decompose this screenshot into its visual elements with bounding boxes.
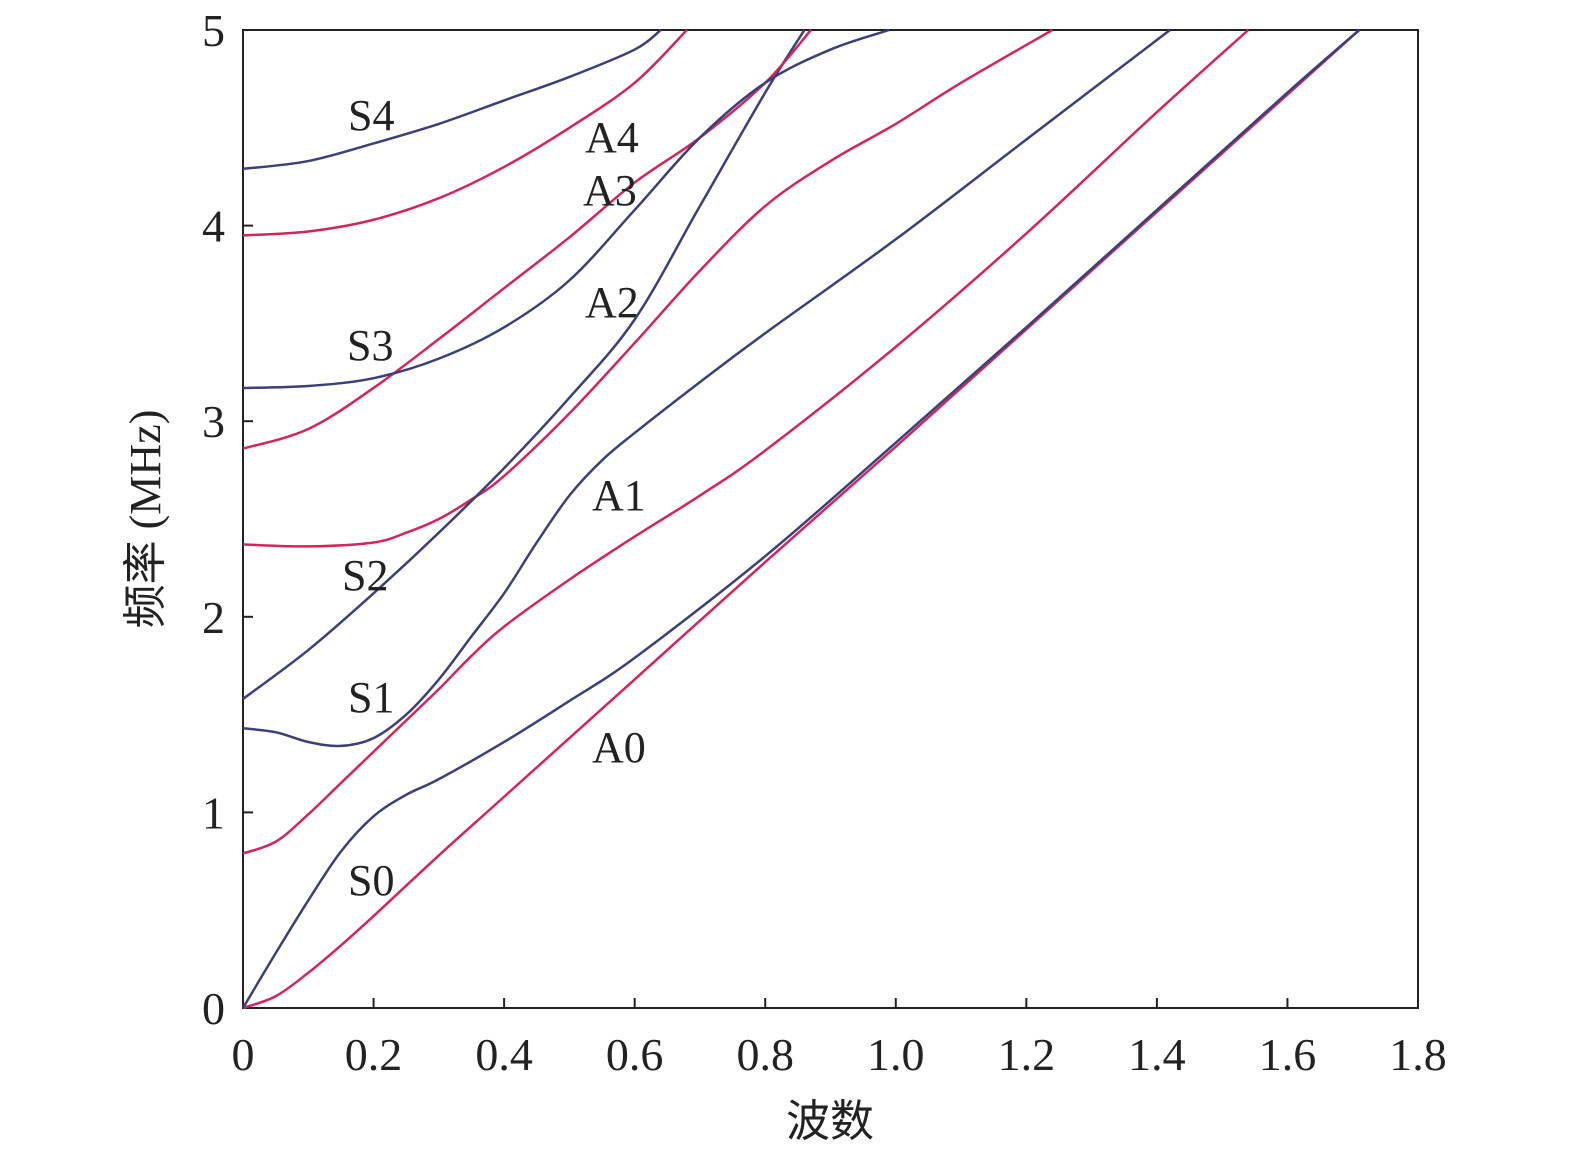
x-tick-label: 0.6 bbox=[606, 1029, 664, 1080]
x-tick-label: 1.2 bbox=[998, 1029, 1056, 1080]
y-tick-label: 2 bbox=[202, 592, 225, 643]
plot-frame bbox=[242, 29, 1419, 1009]
x-tick-label: 0.4 bbox=[475, 1029, 533, 1080]
curve-label: A0 bbox=[592, 723, 646, 772]
series-line bbox=[242, 29, 1171, 748]
curve-label: A2 bbox=[585, 278, 639, 327]
curve-label: A1 bbox=[592, 471, 646, 520]
y-tick-label: 5 bbox=[202, 5, 225, 56]
series-line bbox=[242, 28, 890, 390]
series-line bbox=[242, 28, 662, 171]
x-tick-label: 1.0 bbox=[867, 1029, 925, 1080]
curve-label: S1 bbox=[348, 673, 394, 722]
x-tick-label: 0 bbox=[232, 1029, 255, 1080]
x-tick-label: 1.6 bbox=[1259, 1029, 1317, 1080]
x-tick-label: 1.8 bbox=[1389, 1029, 1447, 1080]
x-axis-title: 波数 bbox=[786, 1097, 874, 1146]
curve-label: A3 bbox=[583, 166, 637, 215]
series-line bbox=[242, 29, 1361, 1010]
x-tick-label: 0.2 bbox=[345, 1029, 403, 1080]
series-line bbox=[242, 29, 1250, 855]
x-tick-label: 0.8 bbox=[736, 1029, 794, 1080]
series-line bbox=[242, 29, 812, 450]
curve-label: S0 bbox=[348, 856, 394, 905]
series-line bbox=[242, 28, 1054, 548]
y-tick-label: 4 bbox=[202, 201, 225, 252]
series-line bbox=[242, 29, 688, 237]
y-tick-label: 0 bbox=[202, 983, 225, 1034]
series-line bbox=[241, 29, 1361, 1009]
y-axis-title: 频率 (MHz) bbox=[121, 410, 170, 629]
curve-label: A4 bbox=[585, 113, 639, 162]
curve-label: S3 bbox=[347, 321, 393, 370]
curve-label: S2 bbox=[342, 551, 388, 600]
series-line bbox=[242, 29, 806, 700]
x-tick-label: 1.4 bbox=[1128, 1029, 1186, 1080]
curve-label: S4 bbox=[348, 91, 394, 140]
y-tick-label: 1 bbox=[202, 787, 225, 838]
y-tick-label: 3 bbox=[202, 396, 225, 447]
